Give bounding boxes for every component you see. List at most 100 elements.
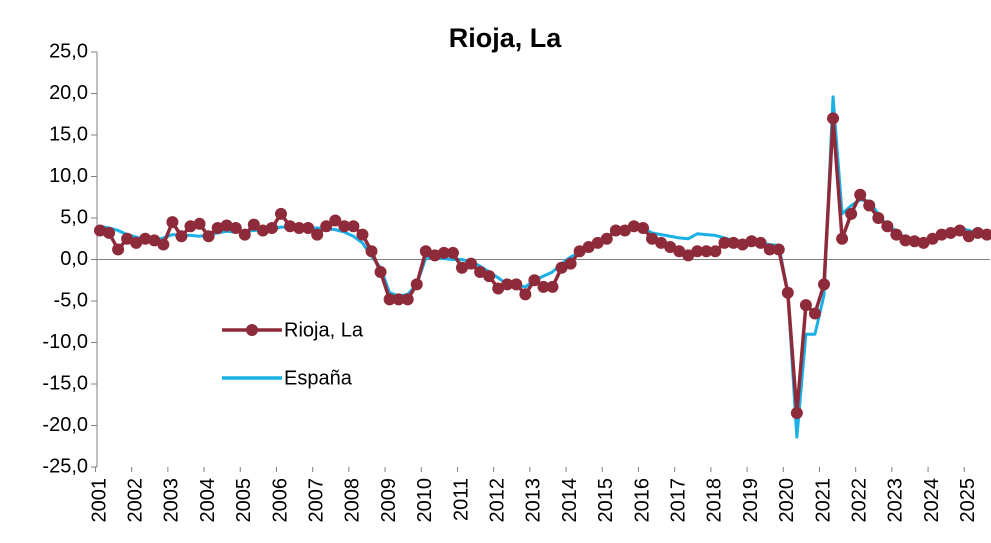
data-point: [627, 220, 640, 233]
data-point: [745, 235, 758, 248]
data-point: [763, 243, 776, 256]
data-point: [465, 257, 478, 270]
data-point: [338, 220, 351, 233]
data-point: [220, 219, 233, 232]
data-point: [962, 230, 975, 243]
data-point: [944, 226, 957, 239]
data-point: [754, 236, 767, 249]
data-point: [175, 230, 188, 243]
x-tick-label: 2002: [124, 478, 146, 523]
data-point: [799, 299, 812, 312]
data-point: [618, 224, 631, 237]
data-point: [718, 236, 731, 249]
data-point: [483, 270, 496, 283]
data-point: [971, 226, 984, 239]
x-tick-label: 2024: [921, 478, 943, 523]
x-tick-label: 2011: [450, 478, 472, 521]
chart-title: Rioja, La: [449, 23, 563, 53]
data-point: [293, 221, 306, 234]
data-point: [275, 207, 287, 220]
x-tick-label: 2004: [197, 478, 219, 523]
data-point: [709, 245, 722, 258]
x-tick-label: 2020: [776, 478, 798, 523]
data-point: [863, 199, 876, 212]
data-point: [691, 245, 704, 258]
data-point: [193, 217, 206, 230]
data-point: [365, 245, 378, 258]
x-tick-label: 2012: [486, 478, 508, 523]
data-point: [446, 246, 459, 259]
x-tick-label: 2013: [523, 478, 545, 523]
data-point: [492, 282, 505, 295]
data-point: [202, 230, 215, 243]
x-tick-label: 2022: [848, 478, 870, 523]
data-point: [546, 280, 559, 293]
data-point: [673, 245, 686, 258]
data-point: [256, 224, 269, 237]
data-point: [121, 232, 134, 245]
series-line: [99, 116, 988, 415]
legend-label: España: [284, 367, 353, 389]
data-point: [519, 288, 532, 301]
data-point: [890, 228, 903, 241]
data-point: [655, 236, 668, 249]
x-tick-label: 2001: [88, 478, 110, 523]
data-point: [474, 265, 487, 278]
data-point: [727, 236, 740, 249]
data-point: [284, 220, 297, 233]
x-tick-label: 2008: [342, 478, 364, 523]
data-point: [736, 238, 749, 251]
data-point: [935, 228, 948, 241]
data-point: [700, 245, 713, 258]
data-point: [818, 278, 830, 291]
data-point: [637, 221, 649, 234]
data-point: [229, 221, 242, 234]
data-point: [827, 112, 840, 125]
x-tick-label: 2014: [559, 478, 581, 523]
x-tick-label: 2009: [378, 478, 400, 523]
x-tick-label: 2023: [885, 478, 907, 523]
data-point: [356, 228, 369, 241]
data-point: [374, 265, 387, 278]
data-point: [437, 246, 450, 259]
data-point: [184, 220, 197, 233]
data-point: [103, 226, 116, 239]
data-point: [555, 261, 568, 274]
data-point: [329, 214, 342, 227]
data-point: [980, 228, 991, 241]
data-point: [564, 257, 577, 270]
data-point: [419, 245, 432, 258]
data-point: [790, 407, 803, 420]
data-point: [311, 228, 324, 241]
data-point: [211, 221, 224, 234]
x-tick-label: 2021: [812, 478, 834, 523]
y-tick-label: 20,0: [49, 82, 88, 104]
y-tick-label: -20,0: [42, 414, 88, 436]
data-point: [166, 216, 179, 229]
data-point: [265, 221, 278, 234]
data-point: [908, 235, 921, 248]
data-point: [112, 243, 125, 256]
data-point: [646, 232, 659, 245]
x-tick-label: 2017: [667, 478, 689, 523]
data-point: [247, 218, 260, 231]
data-point: [845, 207, 858, 220]
data-point: [573, 245, 586, 258]
x-tick-label: 2025: [957, 478, 979, 523]
data-point: [808, 307, 821, 320]
data-point: [238, 228, 251, 241]
y-tick-label: 10,0: [49, 165, 88, 187]
data-point: [528, 274, 541, 287]
data-point: [148, 234, 161, 247]
x-tick-label: 2007: [305, 478, 327, 523]
data-point: [456, 261, 468, 274]
x-tick-label: 2010: [414, 478, 436, 523]
y-tick-label: -25,0: [42, 455, 88, 477]
data-point: [591, 236, 604, 249]
data-point: [401, 293, 414, 306]
data-point: [600, 232, 613, 245]
data-point: [582, 241, 595, 254]
y-tick-label: -5,0: [54, 289, 88, 311]
data-point: [881, 220, 894, 233]
